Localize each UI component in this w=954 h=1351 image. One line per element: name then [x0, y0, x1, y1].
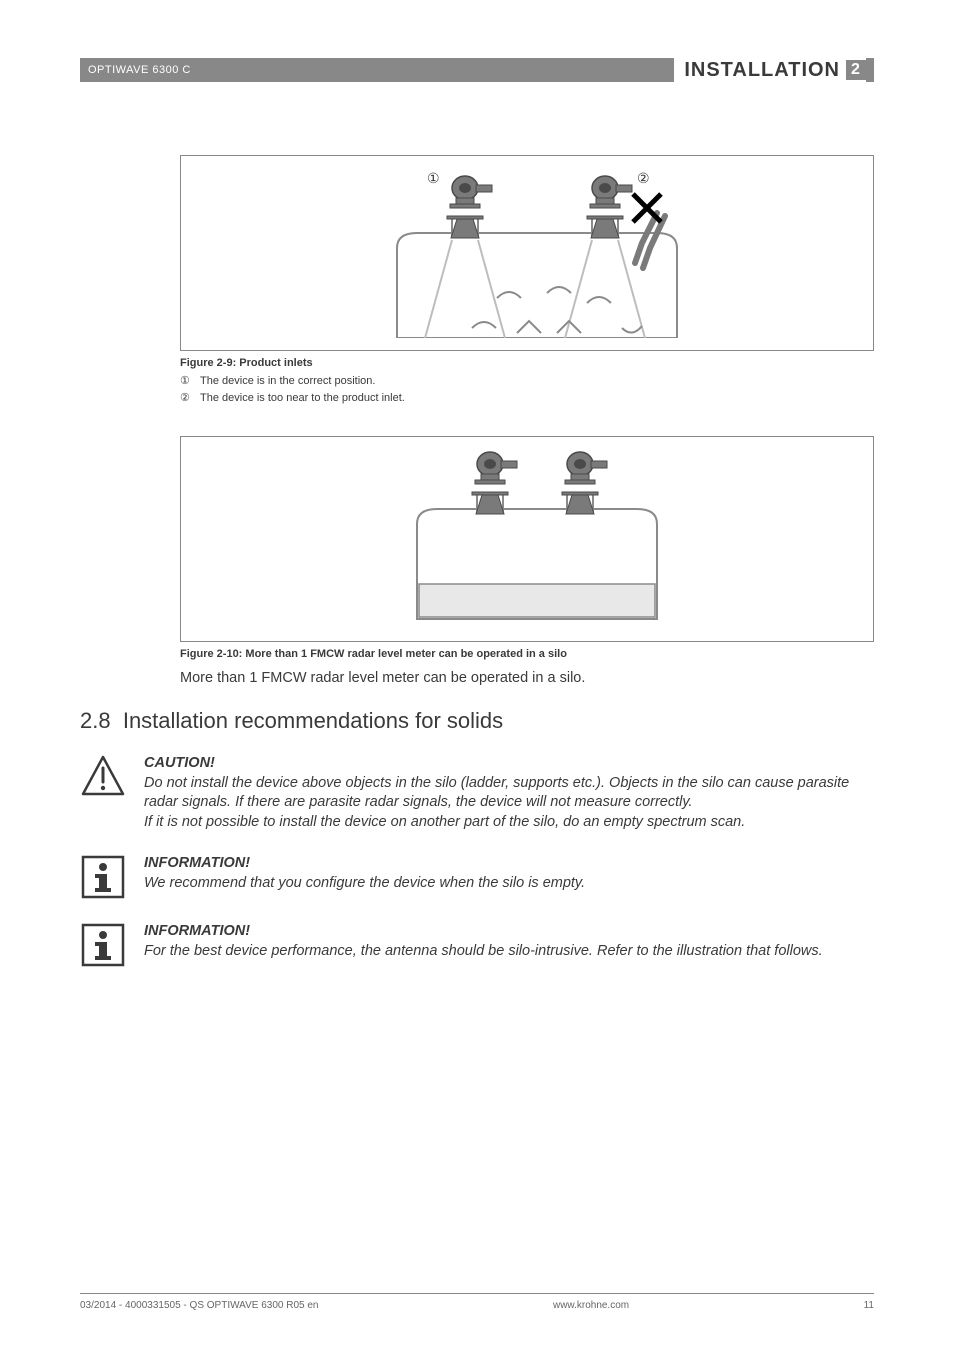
footer-left: 03/2014 - 4000331505 - QS OPTIWAVE 6300 …	[80, 1300, 318, 1311]
list-text: The device is in the correct position.	[200, 373, 375, 390]
header-product: OPTIWAVE 6300 C	[88, 64, 191, 76]
info-icon	[80, 922, 126, 968]
header-section-number: 2	[846, 60, 866, 80]
caution-icon	[80, 754, 126, 800]
caution-body2: If it is not possible to install the dev…	[144, 813, 874, 833]
list-text: The device is too near to the product in…	[200, 390, 405, 407]
info-body-1: We recommend that you configure the devi…	[144, 874, 874, 894]
page-header: OPTIWAVE 6300 C INSTALLATION 2	[80, 58, 874, 82]
info-text-1: INFORMATION! We recommend that you confi…	[144, 854, 874, 900]
figure-2-10-caption: Figure 2-10: More than 1 FMCW radar leve…	[180, 648, 874, 660]
info-text-2: INFORMATION! For the best device perform…	[144, 922, 874, 968]
info-notice-2: INFORMATION! For the best device perform…	[80, 922, 874, 968]
caution-text: CAUTION! Do not install the device above…	[144, 754, 874, 832]
footer-right: 11	[864, 1300, 874, 1311]
info-title-1: INFORMATION!	[144, 854, 874, 874]
page-footer: 03/2014 - 4000331505 - QS OPTIWAVE 6300 …	[80, 1293, 874, 1311]
section-title: Installation recommendations for solids	[123, 708, 503, 733]
info-title-2: INFORMATION!	[144, 922, 874, 942]
list-item: ① The device is in the correct position.	[180, 373, 874, 390]
footer-center: www.krohne.com	[553, 1300, 629, 1311]
header-section: INSTALLATION 2	[674, 58, 866, 82]
info-notice-1: INFORMATION! We recommend that you confi…	[80, 854, 874, 900]
figure-2-9: ① ②	[180, 155, 874, 351]
list-item: ② The device is too near to the product …	[180, 390, 874, 407]
caution-notice: CAUTION! Do not install the device above…	[80, 754, 874, 832]
figure-2-9-list: ① The device is in the correct position.…	[180, 373, 874, 406]
caution-title: CAUTION!	[144, 754, 874, 774]
section-heading: 2.8 Installation recommendations for sol…	[80, 708, 874, 734]
section-number: 2.8	[80, 708, 111, 733]
figure1-label-2: ②	[637, 170, 650, 186]
figure-2-9-caption: Figure 2-9: Product inlets	[180, 357, 874, 369]
caution-body1: Do not install the device above objects …	[144, 774, 874, 813]
figure-2-10	[180, 436, 874, 642]
body-text-1: More than 1 FMCW radar level meter can b…	[180, 670, 874, 686]
info-icon	[80, 854, 126, 900]
list-num: ②	[180, 390, 194, 407]
header-section-title: INSTALLATION	[684, 59, 840, 82]
list-num: ①	[180, 373, 194, 390]
info-body-2: For the best device performance, the ant…	[144, 942, 874, 962]
figure1-label-1: ①	[427, 170, 440, 186]
page-content: ① ② Figure 2-9: Product inlets ① The dev…	[80, 155, 874, 990]
